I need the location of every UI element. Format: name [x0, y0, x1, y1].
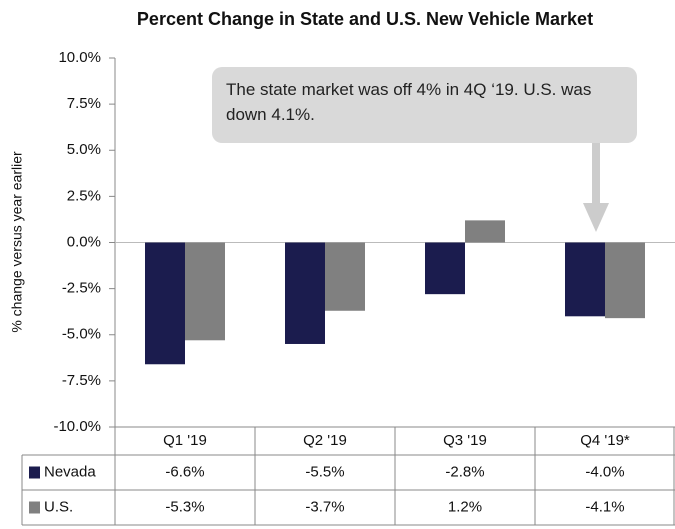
table-value: 1.2%	[448, 498, 482, 515]
table-value: -3.7%	[305, 498, 344, 515]
annotation-arrow	[583, 143, 609, 232]
y-tick-label: 10.0%	[58, 49, 101, 66]
y-tick-label: -5.0%	[62, 326, 101, 343]
y-tick-label: 0.0%	[67, 233, 101, 250]
bar	[465, 220, 505, 243]
y-axis-label: % change versus year earlier	[9, 151, 25, 333]
y-tick-label: 2.5%	[67, 187, 101, 204]
bar	[285, 242, 325, 344]
x-tick-label: Q3 '19	[443, 432, 487, 449]
legend-label: Nevada	[44, 463, 96, 480]
bar	[185, 242, 225, 341]
table-value: -5.5%	[305, 463, 344, 480]
y-tick-label: -2.5%	[62, 280, 101, 297]
y-tick-label: -10.0%	[53, 418, 101, 435]
legend-swatch	[29, 501, 40, 514]
chart-title: Percent Change in State and U.S. New Veh…	[137, 9, 593, 29]
bar	[565, 242, 605, 317]
bar	[145, 242, 185, 365]
table-value: -6.6%	[165, 463, 204, 480]
y-tick-label: 5.0%	[67, 141, 101, 158]
y-tick-label: -7.5%	[62, 372, 101, 389]
x-tick-label: Q1 '19	[163, 432, 207, 449]
annotation: The state market was off 4% in 4Q ‘19. U…	[212, 67, 637, 143]
x-tick-label: Q2 '19	[303, 432, 347, 449]
x-tick-label: Q4 '19*	[580, 432, 630, 449]
table-value: -5.3%	[165, 498, 204, 515]
bar	[325, 242, 365, 311]
legend-swatch	[29, 466, 40, 479]
bar	[605, 242, 645, 319]
legend-label: U.S.	[44, 498, 73, 515]
y-tick-label: 7.5%	[67, 95, 101, 112]
table-value: -4.0%	[585, 463, 624, 480]
bar	[425, 242, 465, 295]
table-value: -2.8%	[445, 463, 484, 480]
table-value: -4.1%	[585, 498, 624, 515]
